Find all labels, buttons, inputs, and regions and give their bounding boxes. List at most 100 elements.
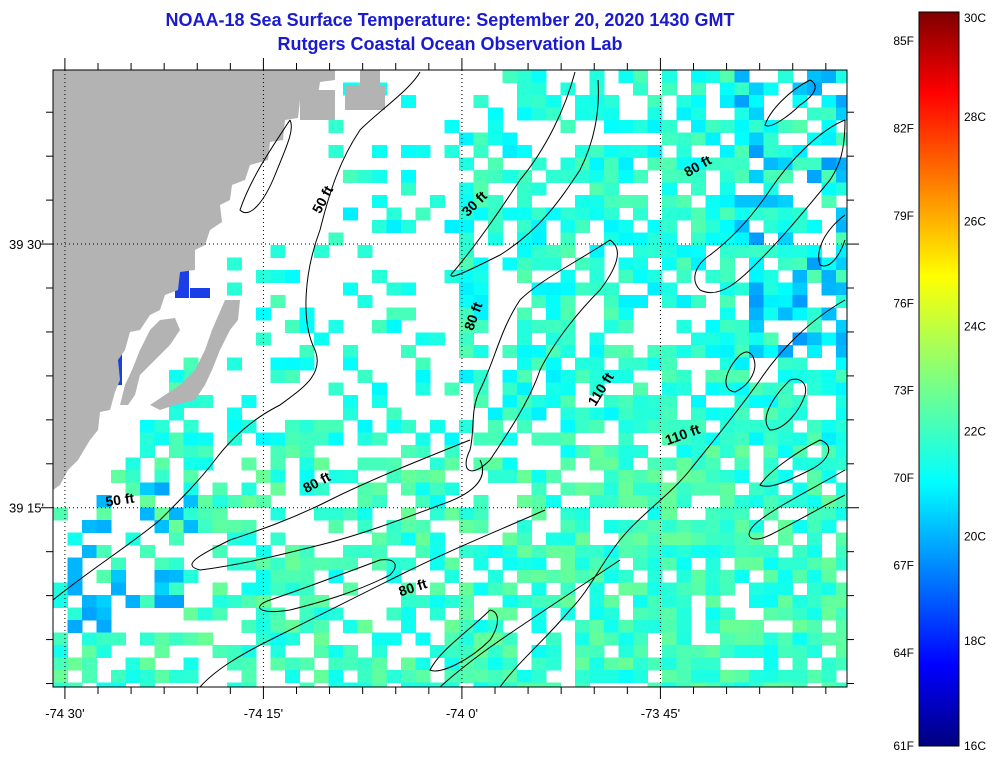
sst-pixel <box>676 157 692 171</box>
sst-pixel <box>792 520 808 533</box>
sst-pixel <box>444 145 460 158</box>
sst-pixel <box>792 632 808 646</box>
sst-pixel <box>111 632 126 646</box>
sst-pixel <box>270 532 286 546</box>
sst-pixel <box>314 245 329 258</box>
sst-pixel <box>705 220 721 233</box>
sst-pixel <box>328 520 344 533</box>
sst-pixel <box>618 157 634 171</box>
sst-pixel <box>676 582 692 596</box>
sst-pixel <box>328 145 344 158</box>
sst-pixel <box>836 407 847 421</box>
sst-pixel <box>836 207 847 221</box>
land-block <box>300 90 335 120</box>
sst-pixel <box>212 495 228 508</box>
sst-pixel <box>299 345 315 358</box>
sst-pixel <box>807 220 822 233</box>
sst-pixel <box>183 607 199 621</box>
sst-pixel <box>343 345 358 358</box>
sst-pixel <box>53 595 68 608</box>
colorbar-fahrenheit-label: 79F <box>893 209 914 223</box>
sst-pixel <box>169 570 184 583</box>
sst-pixel <box>792 332 808 346</box>
sst-pixel <box>401 670 416 683</box>
sst-pixel <box>705 607 721 621</box>
sst-pixel <box>488 632 503 646</box>
sst-pixel <box>531 645 547 658</box>
sst-pixel <box>647 582 663 596</box>
sst-pixel <box>444 457 460 471</box>
sst-pixel <box>299 357 315 371</box>
sst-pixel <box>285 657 300 671</box>
sst-pixel <box>488 120 503 133</box>
sst-pixel <box>792 120 808 133</box>
sst-pixel <box>821 495 837 508</box>
sst-pixel <box>546 432 561 446</box>
sst-pixel <box>546 95 561 108</box>
sst-pixel <box>531 470 547 483</box>
sst-pixel <box>662 595 677 608</box>
sst-pixel <box>531 245 547 258</box>
sst-pixel <box>720 295 735 308</box>
sst-pixel <box>836 220 847 233</box>
sst-pixel <box>531 595 547 608</box>
sst-pixel <box>662 220 677 233</box>
plot-frame <box>52 69 848 688</box>
sst-pixel <box>589 607 605 621</box>
sst-pixel <box>662 157 677 171</box>
sst-pixel <box>517 670 532 683</box>
sst-pixel <box>314 332 329 346</box>
sst-pixel <box>459 582 474 596</box>
sst-pixel <box>256 470 271 483</box>
sst-pixel <box>821 570 837 583</box>
sst-pixel <box>618 570 634 583</box>
sst-pixel <box>82 545 97 558</box>
sst-pixel <box>270 620 286 633</box>
colorbar-labels: 30C 28C 26C 24C 22C 20C 18C 16C 85F 82F 79F 76F 73F 7… <box>893 11 986 753</box>
sst-pixel <box>749 670 764 683</box>
sst-pixel <box>531 345 547 358</box>
sst-pixel <box>807 270 822 283</box>
sst-pixel <box>705 382 721 396</box>
sst-pixel <box>488 470 503 483</box>
sst-pixel <box>618 345 634 358</box>
sst-pixel <box>647 220 663 233</box>
sst-pixel <box>502 645 518 658</box>
sst-pixel <box>546 657 561 671</box>
sst-pixel <box>749 395 764 408</box>
sst-pixel <box>430 332 445 346</box>
contour-80ft-sw <box>259 559 396 613</box>
sst-pixel <box>285 432 300 446</box>
sst-pixel <box>589 70 605 83</box>
sst-pixel <box>763 457 779 471</box>
sst-pixel <box>734 432 750 446</box>
sst-pixel <box>778 345 793 358</box>
sst-pixel <box>720 170 735 183</box>
colorbar-celsius-label: 28C <box>964 110 986 124</box>
sst-pixel <box>241 657 257 671</box>
sst-pixel <box>792 82 808 96</box>
sst-pixel <box>285 620 300 633</box>
sst-pixel <box>778 382 793 396</box>
contour-110ft-c <box>759 439 830 487</box>
sst-pixel <box>589 257 605 271</box>
sst-pixel <box>415 470 431 483</box>
sst-pixel <box>82 670 97 683</box>
sst-pixel <box>807 482 822 496</box>
sst-pixel <box>720 582 735 596</box>
sst-pixel <box>560 207 576 221</box>
sst-pixel <box>705 545 721 558</box>
sst-pixel <box>662 482 677 496</box>
sst-pixel <box>589 595 605 608</box>
sst-pixel <box>778 357 793 371</box>
sst-pixel <box>328 557 344 571</box>
sst-pixel <box>749 132 764 146</box>
sst-pixel <box>111 470 126 483</box>
sst-pixel <box>676 270 692 283</box>
sst-pixel <box>53 632 68 646</box>
sst-pixel <box>720 95 735 108</box>
sst-pixel <box>749 520 764 533</box>
sst-pixel <box>502 207 518 221</box>
sst-pixel <box>778 220 793 233</box>
sst-pixel <box>836 95 847 108</box>
